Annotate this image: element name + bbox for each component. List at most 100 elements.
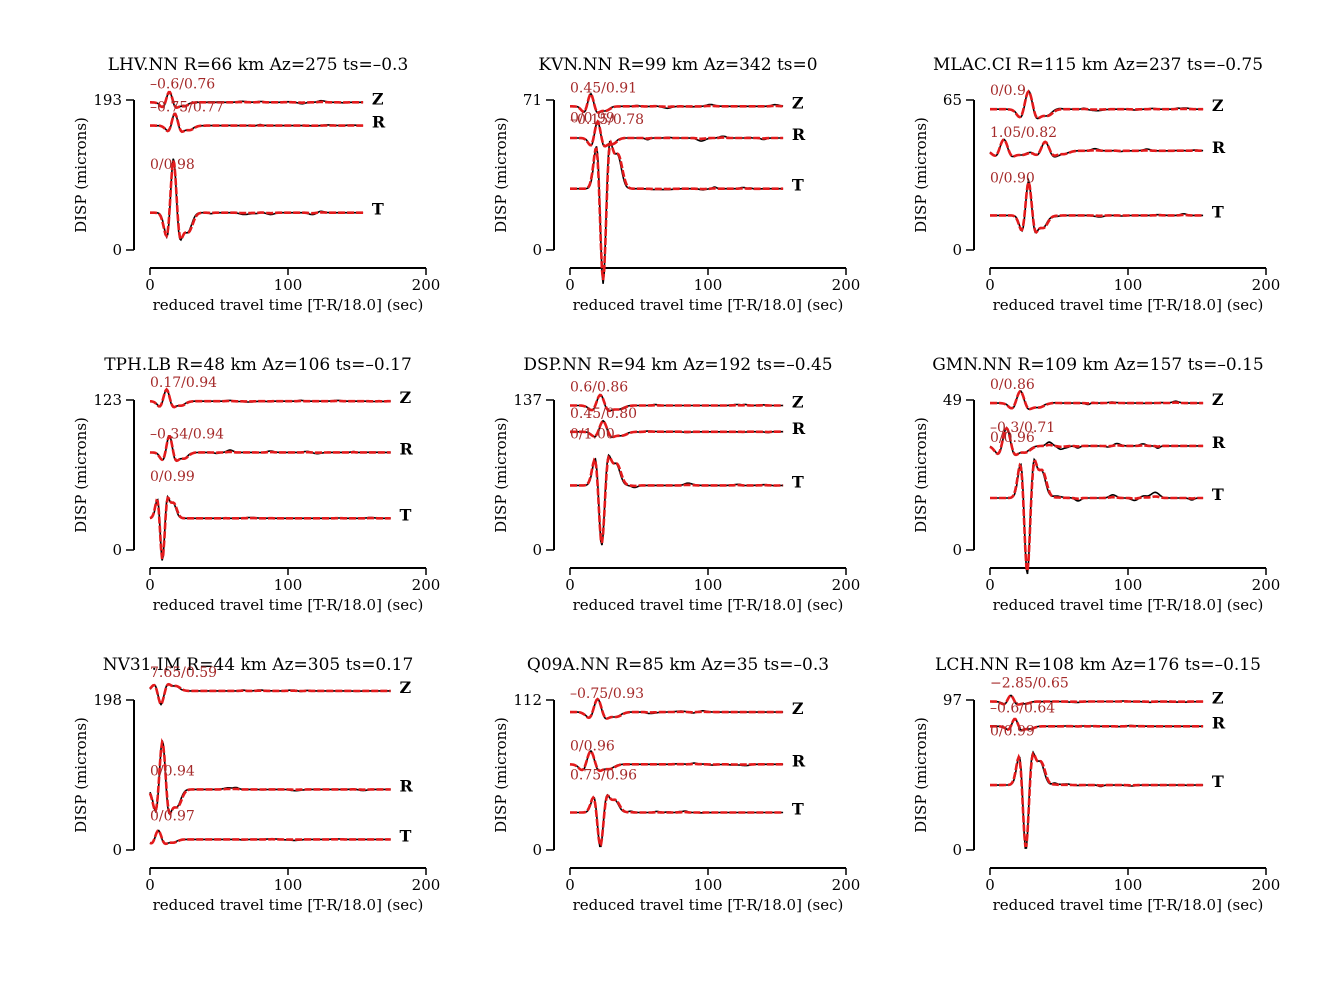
shift-correlation-annotation: 0/1.00 — [570, 426, 615, 442]
y-tick-label: 97 — [943, 691, 962, 709]
component-label: T — [792, 800, 804, 819]
panel-title: KVN.NN R=99 km Az=342 ts=0 — [538, 55, 817, 75]
shift-correlation-annotation: 0/0.99 — [150, 469, 195, 485]
x-tick-label: 0 — [565, 576, 575, 594]
component-label: Z — [792, 93, 804, 112]
panel-title: TPH.LB R=48 km Az=106 ts=–0.17 — [104, 355, 412, 375]
shift-correlation-annotation: 0/0.90 — [990, 170, 1035, 186]
y-tick-label: 0 — [952, 241, 962, 259]
panel-title: Q09A.NN R=85 km Az=35 ts=–0.3 — [527, 655, 829, 675]
synthetic-trace-z — [990, 89, 1204, 120]
shift-correlation-annotation: 1.05/0.82 — [990, 125, 1057, 141]
shift-correlation-annotation: 0/0.94 — [150, 763, 195, 779]
synthetic-trace-r — [148, 737, 391, 816]
station-panel: KVN.NN R=99 km Az=342 ts=0 0 71 DISP (micro… — [492, 55, 860, 314]
component-label: R — [792, 419, 806, 438]
shift-correlation-annotation: 0/0.96 — [990, 430, 1035, 446]
component-label: T — [372, 200, 384, 219]
component-label: Z — [792, 392, 804, 411]
component-label: R — [1212, 433, 1226, 452]
observed-trace-r — [989, 138, 1204, 158]
component-label: T — [400, 505, 412, 524]
x-tick-label: 100 — [694, 876, 723, 894]
y-axis-label: DISP (microns) — [492, 717, 510, 833]
y-tick-label: 65 — [943, 91, 962, 109]
synthetic-trace-z — [150, 387, 391, 409]
y-tick-label: 0 — [952, 541, 962, 559]
y-tick-label: 137 — [513, 391, 542, 409]
shift-correlation-annotation: –0.75/0.77 — [150, 100, 224, 116]
y-tick-label: 0 — [112, 241, 122, 259]
shift-correlation-annotation: 0.75/0.96 — [570, 767, 637, 783]
synthetic-trace-t — [570, 794, 784, 847]
shift-correlation-annotation: 0.45/0.91 — [570, 80, 637, 96]
y-tick-label: 112 — [513, 691, 542, 709]
component-label: Z — [400, 388, 412, 407]
component-label: T — [400, 826, 412, 845]
y-tick-label: 0 — [532, 241, 542, 259]
component-label: Z — [1212, 689, 1224, 708]
y-tick-label: 123 — [93, 391, 122, 409]
x-tick-label: 0 — [985, 576, 995, 594]
panel-title: NV31.IM R=44 km Az=305 ts=0.17 — [103, 655, 414, 675]
x-tick-label: 0 — [985, 876, 995, 894]
panel-title: GMN.NN R=109 km Az=157 ts=–0.15 — [932, 355, 1264, 375]
observed-trace-t — [990, 750, 1204, 849]
synthetic-trace-t — [570, 139, 784, 281]
shift-correlation-annotation: 0/0.96 — [570, 738, 615, 754]
component-label: R — [372, 113, 386, 132]
x-axis-label: reduced travel time [T-R/18.0] (sec) — [153, 596, 424, 614]
synthetic-trace-t — [990, 177, 1204, 234]
panel-title: DSP.NN R=94 km Az=192 ts=–0.45 — [523, 355, 832, 375]
panel-title: LCH.NN R=108 km Az=176 ts=–0.15 — [935, 655, 1261, 675]
y-tick-label: 193 — [93, 91, 122, 109]
synthetic-trace-t — [990, 459, 1204, 572]
synthetic-trace-t — [149, 496, 391, 560]
y-axis-label: DISP (microns) — [72, 417, 90, 533]
shift-correlation-annotation: 0.45/0.80 — [570, 406, 637, 422]
x-tick-label: 200 — [1252, 576, 1281, 594]
x-tick-label: 100 — [1114, 276, 1143, 294]
component-label: R — [1212, 138, 1226, 157]
x-axis-label: reduced travel time [T-R/18.0] (sec) — [993, 296, 1264, 314]
y-tick-label: 0 — [532, 541, 542, 559]
x-axis-label: reduced travel time [T-R/18.0] (sec) — [153, 896, 424, 914]
y-tick-label: 0 — [952, 841, 962, 859]
shift-correlation-annotation: –0.75/0.93 — [570, 686, 644, 702]
component-label: R — [792, 125, 806, 144]
shift-correlation-annotation: –0.6/0.76 — [150, 76, 215, 92]
observed-trace-z — [570, 697, 784, 720]
x-axis-label: reduced travel time [T-R/18.0] (sec) — [573, 296, 844, 314]
observed-trace-r — [570, 750, 784, 772]
y-axis-label: DISP (microns) — [912, 717, 930, 833]
shift-correlation-annotation: −2.85/0.65 — [990, 676, 1069, 692]
y-axis-label: DISP (microns) — [912, 417, 930, 533]
x-axis-label: reduced travel time [T-R/18.0] (sec) — [153, 296, 424, 314]
component-label: T — [1212, 202, 1224, 221]
shift-correlation-annotation: –0.15/0.78 — [570, 112, 644, 128]
x-tick-label: 200 — [832, 576, 861, 594]
y-tick-label: 71 — [523, 91, 542, 109]
component-label: Z — [1212, 390, 1224, 409]
y-tick-label: 0 — [532, 841, 542, 859]
x-tick-label: 100 — [274, 576, 303, 594]
x-tick-label: 200 — [1252, 876, 1281, 894]
x-tick-label: 100 — [274, 276, 303, 294]
y-axis-label: DISP (microns) — [912, 117, 930, 233]
x-axis-label: reduced travel time [T-R/18.0] (sec) — [993, 596, 1264, 614]
panel-title: LHV.NN R=66 km Az=275 ts=–0.3 — [108, 55, 409, 75]
x-axis-label: reduced travel time [T-R/18.0] (sec) — [993, 896, 1264, 914]
x-tick-label: 0 — [985, 276, 995, 294]
component-label: Z — [372, 89, 384, 108]
x-tick-label: 100 — [274, 876, 303, 894]
component-label: R — [400, 776, 414, 795]
y-axis-label: DISP (microns) — [72, 717, 90, 833]
x-tick-label: 100 — [1114, 576, 1143, 594]
synthetic-trace-z — [990, 390, 1204, 411]
shift-correlation-annotation: 0.17/0.94 — [150, 375, 217, 391]
x-tick-label: 0 — [145, 576, 155, 594]
